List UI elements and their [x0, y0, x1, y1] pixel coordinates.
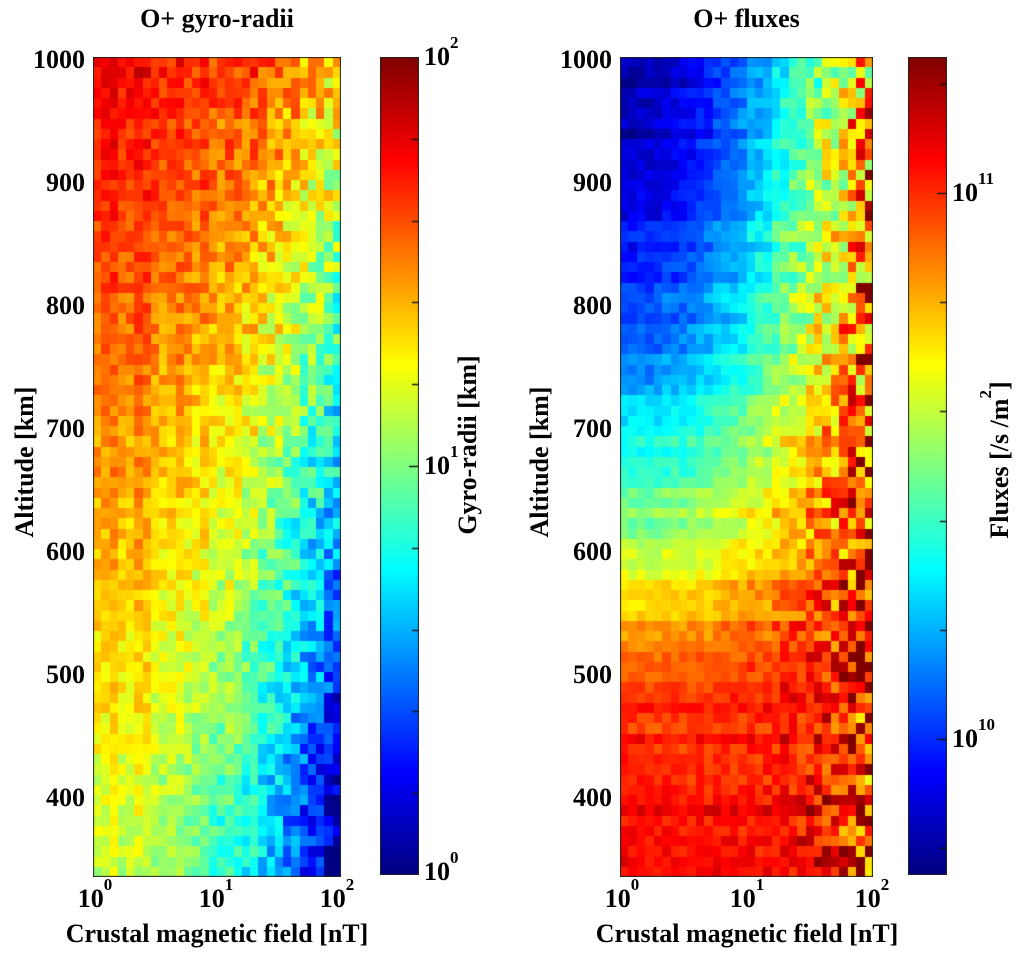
- y-tick-label: 800: [573, 291, 612, 320]
- y-tick-label: 500: [46, 660, 85, 689]
- x-tick-label: 102: [319, 874, 355, 913]
- colorbar-tick-label: 1011: [952, 168, 995, 207]
- flux-x-axis-label: Crustal magnetic field [nT]: [595, 919, 899, 948]
- colorbar-tick-label: 100: [424, 847, 459, 886]
- y-tick-label: 400: [46, 783, 85, 812]
- x-tick-label: 100: [604, 874, 640, 913]
- y-tick-label: 900: [573, 168, 612, 197]
- x-tick-label: 102: [854, 874, 890, 913]
- y-tick-label: 600: [46, 537, 85, 566]
- y-tick-label: 1000: [560, 45, 612, 74]
- y-tick-label: 1000: [33, 45, 85, 74]
- flux-heatmap-canvas: [620, 57, 873, 877]
- y-tick-label: 600: [573, 537, 612, 566]
- flux-colorbar-label-text: Fluxes [/s /m: [985, 398, 1014, 539]
- flux-panel-title: O+ fluxes: [693, 4, 800, 33]
- y-tick-label: 900: [46, 168, 85, 197]
- gyro-colorbar-canvas: [380, 57, 419, 875]
- y-tick-label: 800: [46, 291, 85, 320]
- y-tick-label: 700: [46, 414, 85, 443]
- flux-y-axis-label: Altitude [km]: [525, 386, 554, 538]
- x-tick-label: 101: [198, 874, 234, 913]
- y-tick-label: 400: [573, 783, 612, 812]
- colorbar-tick-label: 1010: [952, 714, 995, 753]
- flux-colorbar-label-sup: 2: [975, 390, 995, 399]
- flux-colorbar-label: Fluxes [/s /m2]: [976, 260, 1016, 660]
- y-tick-label: 500: [573, 660, 612, 689]
- flux-colorbar-canvas: [908, 57, 947, 875]
- gyro-y-axis-label: Altitude [km]: [10, 386, 39, 538]
- gyro-x-axis-label: Crustal magnetic field [nT]: [65, 919, 369, 948]
- colorbar-tick-label: 101: [424, 441, 459, 480]
- gyro-heatmap-canvas: [93, 57, 341, 877]
- colorbar-tick-label: 102: [424, 32, 459, 71]
- flux-colorbar-label-end: ]: [985, 381, 1014, 391]
- x-tick-label: 101: [729, 874, 765, 913]
- gyro-panel-title: O+ gyro-radii: [140, 4, 294, 33]
- x-tick-label: 100: [77, 874, 113, 913]
- y-tick-label: 700: [573, 414, 612, 443]
